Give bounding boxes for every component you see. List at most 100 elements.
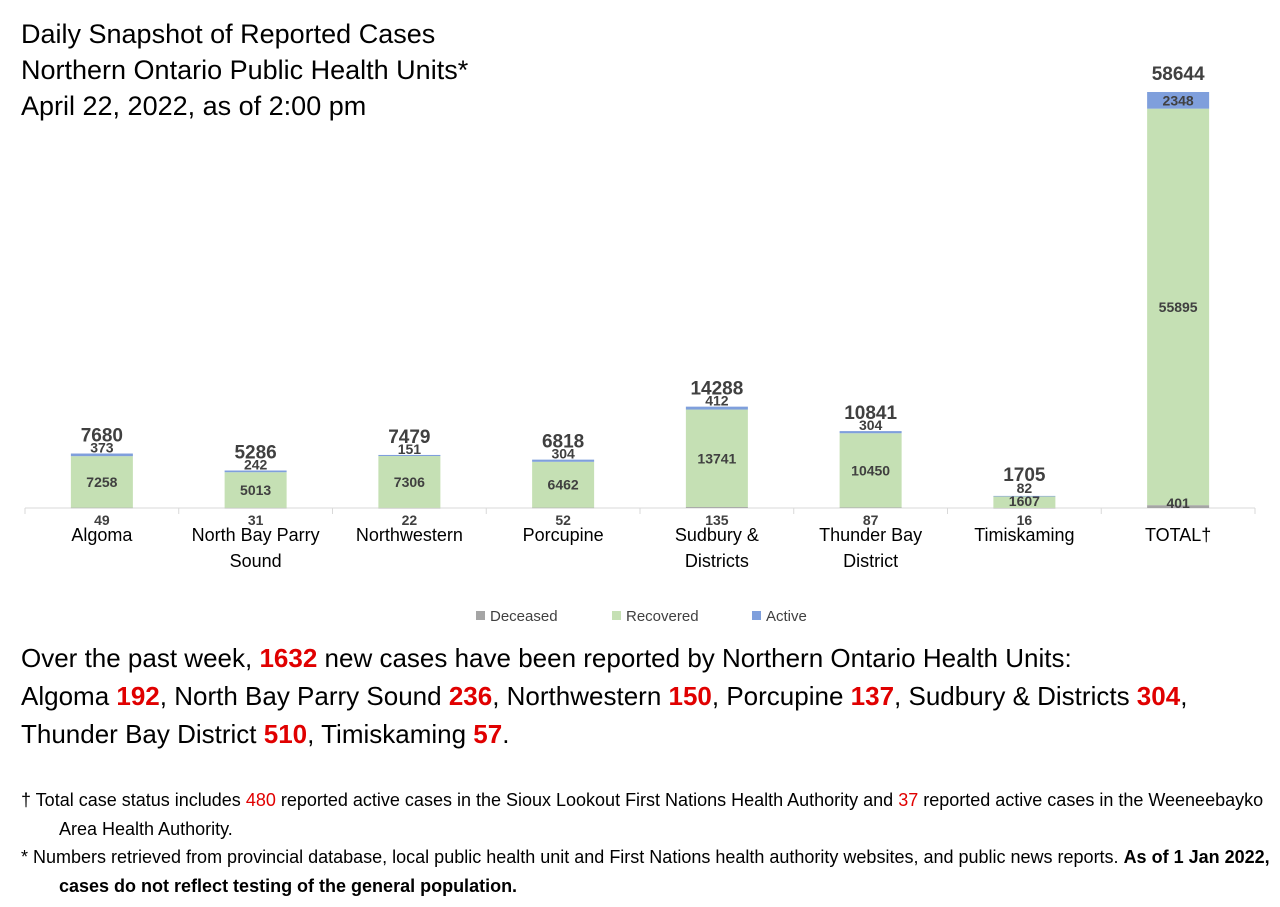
summary-unit-value: 510	[263, 719, 308, 749]
bar-segment-recovered	[839, 433, 902, 508]
data-label-total: 6818	[542, 432, 584, 453]
data-label-recovered: 55895	[1159, 299, 1198, 315]
x-tick-label: Sound	[230, 551, 282, 571]
bar-segment-recovered	[532, 461, 595, 508]
bar-segment-active	[685, 406, 748, 410]
bar-segment-deceased	[70, 507, 133, 509]
data-label-active: 373	[90, 440, 114, 456]
footnotes: † Total case status includes 480 reporte…	[21, 786, 1271, 900]
bar-segment-deceased	[1147, 505, 1210, 508]
footnote-text: reported active cases in the Weeneebayko…	[59, 790, 1264, 839]
bar-segment-active	[70, 453, 133, 457]
summary-unit-name: Thunder Bay District	[21, 719, 264, 749]
data-label-recovered: 7258	[86, 474, 117, 490]
summary-sep: ,	[1180, 681, 1188, 711]
data-label-total: 1705	[1003, 465, 1046, 486]
data-label-recovered: 5013	[240, 482, 271, 498]
legend-label-active: Active	[766, 608, 807, 625]
summary-sep: ,	[894, 681, 909, 711]
weekly-summary: Over the past week, 1632 new cases have …	[21, 639, 1271, 753]
data-label-active: 304	[551, 446, 575, 462]
footnote-text: * Numbers retrieved from provincial data…	[21, 847, 1124, 867]
summary-unit-name: Sudbury & Districts	[908, 681, 1137, 711]
summary-unit-value: 192	[116, 681, 160, 711]
bar-segment-recovered	[224, 472, 287, 508]
title-line-1: Daily Snapshot of Reported Cases	[21, 19, 436, 49]
x-tick-label: Districts	[685, 551, 749, 571]
x-tick-label: District	[843, 551, 898, 571]
summary-unit-value: 236	[448, 681, 493, 711]
footnote-text: † Total case status includes	[21, 790, 246, 810]
summary-unit-name: Timiskaming	[321, 719, 474, 749]
summary-sep: .	[502, 719, 510, 749]
data-label-recovered: 7306	[394, 474, 425, 490]
summary-rest: new cases have been reported by Northern…	[317, 643, 1072, 673]
data-label-active: 304	[859, 417, 883, 433]
x-tick-label: Timiskaming	[974, 525, 1074, 545]
summary-sep: ,	[492, 681, 507, 711]
data-label-deceased: 87	[863, 512, 879, 528]
data-label-deceased: 401	[1166, 495, 1190, 511]
data-label-deceased: 31	[248, 512, 264, 528]
summary-unit-value: 304	[1136, 681, 1181, 711]
x-tick-label: Algoma	[71, 525, 133, 545]
summary-intro: Over the past week,	[21, 643, 260, 673]
data-label-total: 7680	[81, 426, 123, 447]
bar-segment-deceased	[224, 507, 287, 509]
data-label-total: 5286	[234, 443, 276, 464]
title-line-2: Northern Ontario Public Health Units*	[21, 55, 469, 85]
x-tick-label: Sudbury &	[675, 525, 759, 545]
data-label-total: 58644	[1152, 64, 1205, 85]
x-tick-label: TOTAL†	[1145, 525, 1211, 545]
bar-segment-active	[1147, 92, 1210, 109]
bar-segment-deceased	[839, 507, 902, 508]
footnote-bold-text: As of 1 Jan 2022, cases do not reflect t…	[59, 847, 1270, 896]
footnote-number: 37	[898, 790, 919, 810]
summary-unit-name: Porcupine	[726, 681, 851, 711]
data-label-deceased: 16	[1017, 512, 1033, 528]
data-label-recovered: 6462	[548, 477, 579, 493]
chart-title: Daily Snapshot of Reported Cases Norther…	[21, 16, 468, 124]
footnote-number: 480	[245, 790, 276, 810]
x-tick-label: North Bay Parry	[192, 525, 320, 545]
bar-segment-recovered	[70, 456, 133, 508]
summary-unit-value: 57	[473, 719, 503, 749]
summary-sep: ,	[307, 719, 322, 749]
legend-label-recovered: Recovered	[626, 608, 699, 625]
bar-segment-active	[993, 495, 1056, 497]
data-label-active: 82	[1017, 480, 1033, 496]
summary-unit-value: 137	[850, 681, 895, 711]
data-label-deceased: 135	[705, 512, 729, 528]
bar-segment-deceased	[685, 507, 748, 508]
data-label-active: 2348	[1163, 92, 1194, 108]
summary-unit-name: Northwestern	[506, 681, 669, 711]
data-label-active: 242	[244, 457, 268, 473]
summary-sep: ,	[711, 681, 727, 711]
data-label-recovered: 13741	[697, 450, 736, 466]
legend-swatch-recovered	[612, 611, 621, 620]
data-label-deceased: 52	[555, 512, 571, 528]
summary-unit-name: Algoma	[21, 681, 117, 711]
title-line-3: April 22, 2022, as of 2:00 pm	[21, 91, 367, 121]
footnote-text: reported active cases in the Sioux Looko…	[275, 790, 899, 810]
x-tick-label: Northwestern	[356, 525, 463, 545]
summary-unit-name: North Bay Parry Sound	[174, 681, 449, 711]
bar-segment-active	[378, 454, 441, 457]
legend-swatch-deceased	[476, 611, 485, 620]
data-label-recovered: 10450	[851, 462, 890, 478]
summary-unit-value: 150	[668, 681, 712, 711]
bar-segment-recovered	[378, 456, 441, 508]
bar-segment-deceased	[993, 507, 1056, 509]
bar-segment-recovered	[993, 496, 1056, 508]
footnote-star: * Numbers retrieved from provincial data…	[21, 843, 1271, 900]
bar-segment-active	[224, 470, 287, 473]
data-label-total: 7479	[388, 427, 430, 448]
bar-segment-recovered	[1147, 108, 1210, 506]
data-label-total: 10841	[844, 403, 897, 424]
legend-label-deceased: Deceased	[490, 608, 558, 625]
data-label-active: 412	[705, 393, 729, 409]
x-tick-label: Porcupine	[523, 525, 604, 545]
bar-segment-deceased	[532, 507, 595, 509]
footnote-dagger: † Total case status includes 480 reporte…	[21, 786, 1271, 843]
